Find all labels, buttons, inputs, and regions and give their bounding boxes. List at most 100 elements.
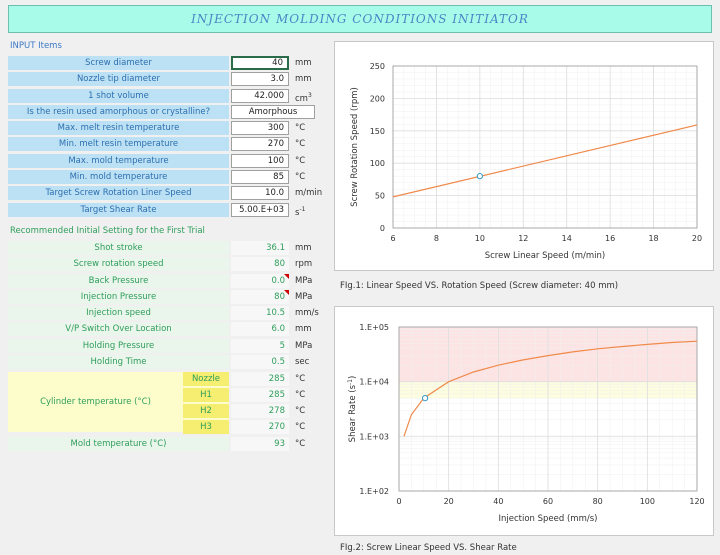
y-axis-label-end: ) (348, 376, 358, 379)
input-row-target-shear-rate: Target Shear Rate 5.00.E+03 s-1 (8, 203, 328, 220)
input-row-max-mold-temperature: Max. mold temperature 100 °C (8, 154, 328, 168)
input-field-1-shot-volume[interactable]: 42.000 (231, 89, 289, 103)
output-row-screw-rotation-speed: Screw rotation speed 80 rpm (8, 257, 328, 271)
output-value-shot-stroke: 36.1 (231, 241, 289, 255)
output-label: Holding Pressure (8, 339, 229, 353)
input-field-max-mold-temperature[interactable]: 100 (231, 154, 289, 168)
fig2-chart: 0 20 40 60 80 100 120 1.E+02 1.E+03 1.E+04 1.E+05 I… (347, 323, 705, 524)
zone-value-nozzle: 285 (231, 372, 289, 386)
input-unit: °C (295, 121, 305, 135)
fig2-chart-panel: 0 20 40 60 80 100 120 1.E+02 1.E+03 1.E+04 1.E+05 I… (334, 306, 714, 536)
output-row-v-p-switch-over-location: V/P Switch Over Location 6.0 mm (8, 322, 328, 336)
input-label: Target Screw Rotation Liner Speed (8, 186, 229, 200)
input-unit: cm3 (295, 89, 312, 106)
mold-temperature-value: 93 (231, 437, 289, 451)
output-label: Screw rotation speed (8, 257, 229, 271)
input-unit: m/min (295, 186, 322, 200)
fig1-caption: FIg.1: Linear Speed VS. Rotation Speed (… (340, 281, 619, 291)
output-unit: mm (295, 243, 312, 253)
x-tick-label: 120 (689, 497, 704, 506)
y-tick-label: 1.E+04 (359, 378, 389, 387)
mold-temperature-label: Mold temperature (°C) (8, 437, 229, 451)
unit-text: s (295, 207, 300, 218)
output-value-screw-rotation-speed: 80 (231, 257, 289, 271)
input-row-max-melt-resin-temperature: Max. melt resin temperature 300 °C (8, 121, 328, 135)
mold-temperature-row: Mold temperature (°C) 93 °C (8, 437, 328, 451)
y-tick-label: 0 (380, 224, 385, 233)
output-label: Injection speed (8, 306, 229, 320)
x-tick-label: 12 (518, 234, 528, 243)
x-axis-label: Injection Speed (mm/s) (499, 514, 598, 524)
output-label: V/P Switch Over Location (8, 322, 229, 336)
fig1-chart-panel: 6 8 10 12 14 16 18 20 0 50 100 150 200 250 Screw Linea… (334, 41, 714, 271)
input-field-target-screw-rotation-liner-speed[interactable]: 10.0 (231, 186, 289, 200)
y-tick-label: 100 (370, 159, 385, 168)
input-field-min-mold-temperature[interactable]: 85 (231, 170, 289, 184)
input-label: Nozzle tip diameter (8, 72, 229, 86)
zone-unit-h3: °C (295, 422, 306, 432)
input-label: Max. mold temperature (8, 154, 229, 168)
input-field-is-the-resin-used-amorphous-or-crystalline[interactable]: Amorphous (231, 105, 315, 119)
x-tick-label: 20 (692, 234, 702, 243)
output-value-holding-time: 0.5 (231, 355, 289, 369)
comment-flag-icon[interactable] (284, 290, 289, 295)
input-field-screw-diameter[interactable]: 40 (231, 56, 289, 70)
x-tick-label: 100 (640, 497, 655, 506)
output-value-holding-pressure: 5 (231, 339, 289, 353)
input-label: Min. mold temperature (8, 170, 229, 184)
input-field-min-melt-resin-temperature[interactable]: 270 (231, 137, 289, 151)
y-tick-label: 1.E+03 (359, 432, 389, 441)
output-unit: MPa (295, 292, 313, 302)
input-section-title: INPUT Items (10, 41, 62, 51)
output-label: Shot stroke (8, 241, 229, 255)
output-label: Injection Pressure (8, 290, 229, 304)
input-row-nozzle-tip-diameter: Nozzle tip diameter 3.0 mm (8, 72, 328, 86)
input-unit: °C (295, 137, 305, 151)
output-unit: mm (295, 324, 312, 334)
unit-text: mm (295, 74, 312, 84)
y-tick-label: 200 (370, 94, 385, 103)
input-row-target-screw-rotation-liner-speed: Target Screw Rotation Liner Speed 10.0 m/m… (8, 186, 328, 200)
comment-flag-icon[interactable] (284, 274, 289, 279)
series-line (392, 124, 698, 198)
x-tick-label: 8 (434, 234, 439, 243)
cylinder-temperature-block: Cylinder temperature (°C) Nozzle H1 H2 H… (8, 372, 229, 434)
x-tick-label: 6 (390, 234, 395, 243)
y-axis-label: Shear Rate (s-1) (347, 376, 358, 443)
input-row-min-mold-temperature: Min. mold temperature 85 °C (8, 170, 328, 184)
operating-point-marker (476, 173, 483, 180)
x-tick-label: 40 (493, 497, 503, 506)
input-field-nozzle-tip-diameter[interactable]: 3.0 (231, 72, 289, 86)
output-row-holding-time: Holding Time 0.5 sec (8, 355, 328, 369)
y-axis-label-sup: -1 (347, 379, 354, 385)
x-tick-label: 10 (475, 234, 485, 243)
plot-area (392, 65, 698, 229)
input-field-target-shear-rate[interactable]: 5.00.E+03 (231, 203, 289, 217)
output-value-back-pressure: 0.0 (231, 274, 289, 288)
input-unit: mm (295, 56, 312, 70)
output-unit: sec (295, 357, 310, 367)
input-unit: °C (295, 170, 305, 184)
output-row-injection-speed: Injection speed 10.5 mm/s (8, 306, 328, 320)
output-row-injection-pressure: Injection Pressure 80 MPa (8, 290, 328, 304)
zone-label-nozzle: Nozzle (183, 372, 229, 386)
app-title: INJECTION MOLDING CONDITIONS INITIATOR (8, 5, 712, 33)
unit-text: cm (295, 93, 308, 104)
x-axis-label: Screw Linear Speed (m/min) (485, 251, 606, 261)
zone-value-h1: 285 (231, 388, 289, 402)
y-axis-label-main: Shear Rate (s (348, 384, 358, 442)
input-row-is-the-resin-used-amorphous-or-crystalline: Is the resin used amorphous or crystalli… (8, 105, 328, 119)
zone-unit-h1: °C (295, 390, 306, 400)
x-tick-label: 60 (543, 497, 553, 506)
input-field-max-melt-resin-temperature[interactable]: 300 (231, 121, 289, 135)
x-tick-label: 16 (605, 234, 615, 243)
input-unit: mm (295, 72, 312, 86)
output-row-holding-pressure: Holding Pressure 5 MPa (8, 339, 328, 353)
input-label: Target Shear Rate (8, 203, 229, 217)
series-line (403, 340, 698, 437)
x-tick-label: 18 (648, 234, 658, 243)
y-tick-label: 50 (375, 192, 385, 201)
mold-temperature-unit: °C (295, 439, 306, 449)
input-unit: s-1 (295, 203, 305, 220)
